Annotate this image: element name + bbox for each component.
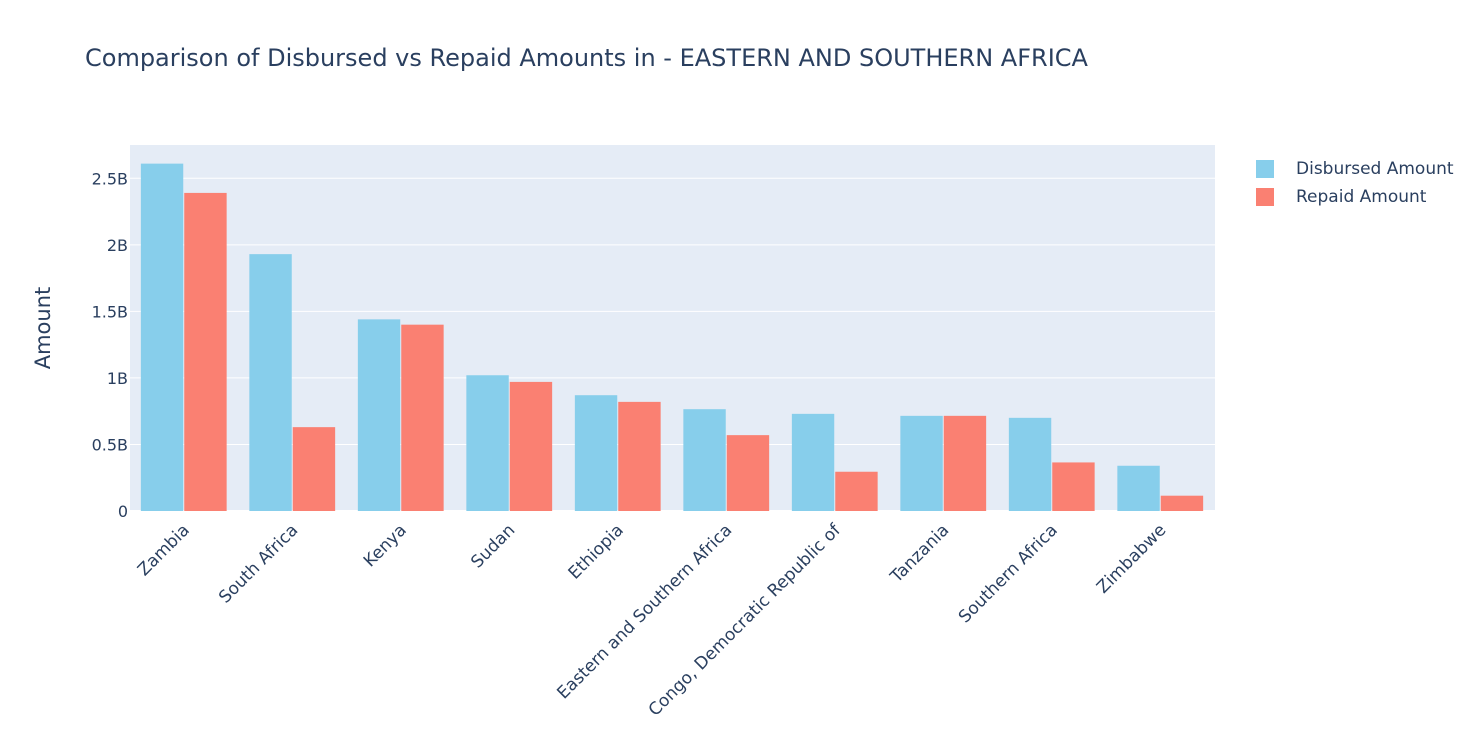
- bar-repaid-3[interactable]: [509, 381, 553, 511]
- bar-disbursed-0[interactable]: [140, 163, 184, 511]
- x-tick-label: Tanzania: [886, 520, 953, 587]
- bar-disbursed-6[interactable]: [791, 413, 835, 511]
- bar-repaid-8[interactable]: [1052, 462, 1095, 511]
- legend[interactable]: Disbursed Amount Repaid Amount: [1256, 155, 1454, 211]
- chart-title: Comparison of Disbursed vs Repaid Amount…: [85, 44, 1088, 72]
- bar-disbursed-1[interactable]: [249, 254, 292, 511]
- x-tick-label: Kenya: [360, 520, 411, 571]
- bar-repaid-2[interactable]: [401, 324, 444, 511]
- y-tick-label: 2.5B: [92, 169, 128, 188]
- bar-disbursed-5[interactable]: [683, 409, 726, 511]
- legend-item-repaid[interactable]: Repaid Amount: [1256, 183, 1454, 211]
- bar-repaid-6[interactable]: [835, 471, 878, 511]
- legend-label-repaid: Repaid Amount: [1296, 187, 1427, 207]
- bar-disbursed-2[interactable]: [357, 319, 401, 511]
- bar-disbursed-4[interactable]: [574, 395, 618, 511]
- bar-repaid-1[interactable]: [292, 427, 336, 511]
- bar-disbursed-9[interactable]: [1117, 465, 1160, 511]
- y-tick-label: 0: [118, 502, 128, 521]
- x-axis-ticks: Zambia South Africa Kenya Sudan EthiopiaEast…: [134, 520, 1170, 721]
- y-tick-label: 2B: [107, 236, 128, 255]
- bar-repaid-4[interactable]: [618, 401, 661, 511]
- bars: [140, 163, 1204, 511]
- bar-repaid-0[interactable]: [184, 192, 227, 511]
- y-tick-label: 0.5B: [92, 435, 128, 454]
- y-axis-title: Amount: [31, 287, 55, 370]
- x-tick-label: Zambia: [134, 520, 194, 580]
- bar-repaid-9[interactable]: [1160, 495, 1204, 511]
- x-tick-label: Eastern and Southern Africa: [553, 520, 736, 703]
- y-tick-label: 1B: [107, 369, 128, 388]
- x-tick-label: Congo, Democratic Republic of: [645, 520, 846, 721]
- legend-swatch-disbursed: [1256, 160, 1274, 178]
- bar-repaid-5[interactable]: [726, 435, 770, 511]
- bar-disbursed-3[interactable]: [466, 375, 509, 511]
- x-tick-label: Zimbabwe: [1093, 520, 1170, 597]
- x-tick-label: Ethiopia: [565, 520, 628, 583]
- y-tick-label: 1.5B: [92, 302, 128, 321]
- x-tick-label: Sudan: [467, 520, 519, 572]
- bar-disbursed-7[interactable]: [900, 415, 943, 511]
- x-tick-label: Southern Africa: [955, 520, 1062, 627]
- bar-repaid-7[interactable]: [943, 415, 987, 511]
- x-tick-label: South Africa: [215, 520, 302, 607]
- bar-disbursed-8[interactable]: [1008, 417, 1052, 511]
- legend-label-disbursed: Disbursed Amount: [1296, 159, 1454, 179]
- y-axis-ticks: 0 0.5B 1B 1.5B 2B 2.5B: [92, 169, 128, 521]
- legend-item-disbursed[interactable]: Disbursed Amount: [1256, 155, 1454, 183]
- legend-swatch-repaid: [1256, 188, 1274, 206]
